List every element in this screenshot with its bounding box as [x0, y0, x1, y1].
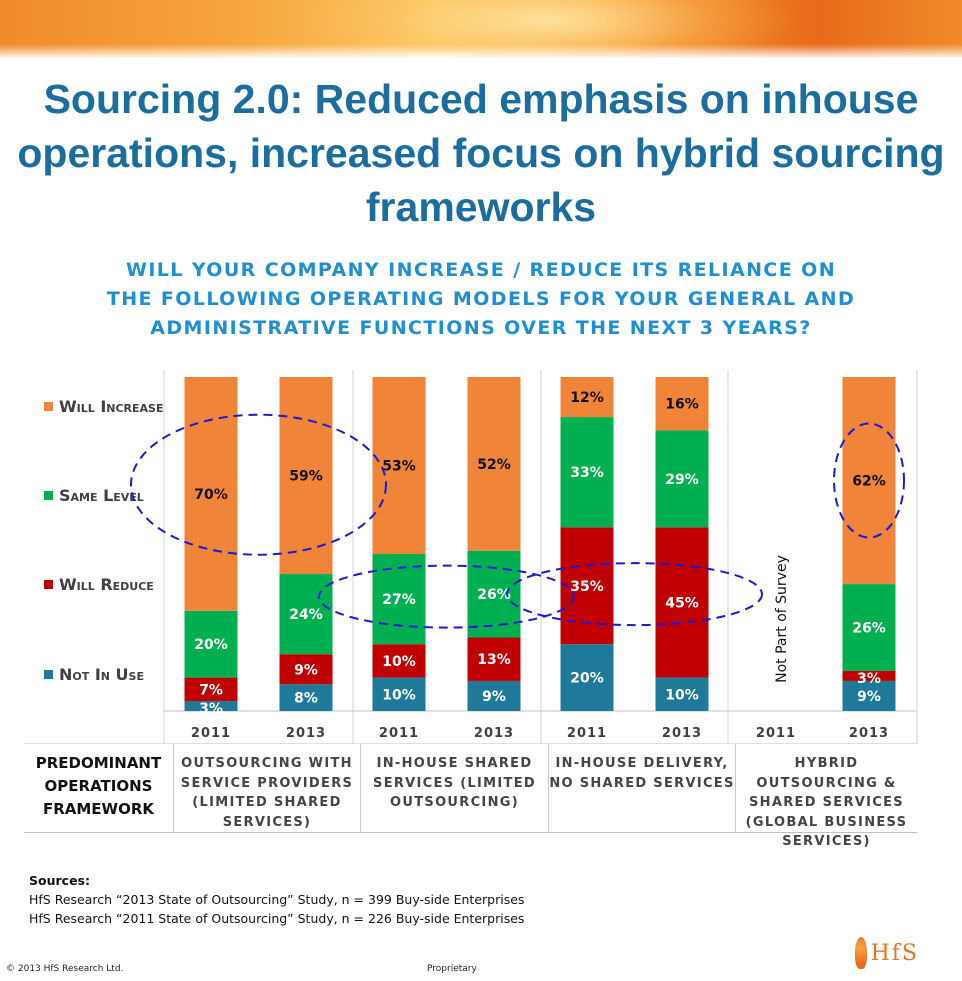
- value-label-same-level-5: 29%: [665, 472, 699, 488]
- value-label-will-reduce-7: 3%: [857, 671, 881, 687]
- value-label-will-reduce-0: 7%: [199, 682, 223, 698]
- value-label-not-in-use-5: 10%: [665, 687, 699, 703]
- year-label-6: 2011: [756, 726, 796, 741]
- legend-swatch-not-in-use: [44, 670, 53, 679]
- bar-not-in-use-4: [560, 644, 614, 711]
- source-line-2011: HfS Research “2011 State of Outsourcing”…: [29, 911, 525, 926]
- year-label-3: 2013: [474, 726, 514, 741]
- bar-same-level-7: [842, 584, 896, 671]
- value-label-will-increase-1: 59%: [289, 469, 323, 485]
- framework-table: PREDOMINANT OPERATIONS FRAMEWORK OUTSOUR…: [24, 744, 917, 849]
- value-label-not-in-use-4: 20%: [570, 671, 604, 687]
- highlight-ellipse-1: [318, 564, 575, 629]
- bar-will-increase-5: [655, 377, 709, 431]
- sources-heading: Sources:: [29, 873, 90, 888]
- bar-not-in-use-0: [184, 700, 238, 711]
- bar-will-reduce-7: [842, 670, 896, 681]
- framework-group-outsourcing: OUTSOURCING WITH SERVICE PROVIDERS (LIMI…: [173, 744, 360, 832]
- bar-not-in-use-7: [842, 680, 896, 711]
- value-label-will-increase-2: 53%: [382, 459, 416, 475]
- bar-will-reduce-5: [655, 527, 709, 678]
- bar-same-level-2: [372, 554, 426, 645]
- legend-label-same-level: Same Level: [59, 486, 144, 505]
- legend-label-will-increase: Will Increase: [59, 397, 164, 416]
- bar-not-in-use-2: [372, 677, 426, 711]
- year-label-0: 2011: [191, 726, 231, 741]
- value-label-will-reduce-2: 10%: [382, 654, 416, 670]
- source-line-2013: HfS Research “2013 State of Outsourcing”…: [29, 892, 525, 907]
- value-label-same-level-2: 27%: [382, 592, 416, 608]
- framework-group-inhouse-shared: IN-HOUSE SHARED SERVICES (LIMITED OUTSOU…: [360, 744, 548, 832]
- year-label-5: 2013: [662, 726, 702, 741]
- bar-not-in-use-3: [467, 680, 521, 711]
- legend-swatch-will-increase: [44, 402, 53, 411]
- highlight-ellipse-2: [506, 562, 763, 627]
- value-label-will-reduce-1: 9%: [294, 662, 318, 678]
- sources-block: Sources: HfS Research “2013 State of Out…: [29, 871, 524, 928]
- value-label-will-increase-7: 62%: [852, 474, 886, 490]
- bar-not-in-use-5: [655, 677, 709, 711]
- bar-will-reduce-0: [184, 677, 238, 701]
- chart-subtitle: WILL YOUR COMPANY INCREASE / REDUCE ITS …: [106, 259, 856, 339]
- bar-same-level-3: [467, 550, 521, 638]
- legend-label-will-reduce: Will Reduce: [59, 575, 154, 594]
- bar-will-increase-3: [467, 377, 521, 551]
- stacked-bar-chart: 3% 7% 20% 70% 2011 8% 9% 24% 59% 2013 10% 10% 27% 53%…: [24, 370, 918, 744]
- bar-will-increase-0: [184, 377, 238, 611]
- header-banner: [0, 0, 962, 58]
- value-label-will-increase-4: 12%: [570, 390, 604, 406]
- bar-will-reduce-1: [279, 654, 333, 685]
- value-label-will-increase-0: 70%: [194, 487, 228, 503]
- value-label-will-increase-5: 16%: [665, 397, 699, 413]
- year-label-7: 2013: [849, 726, 889, 741]
- highlight-ellipse-3: [833, 422, 905, 539]
- framework-group-hybrid: HYBRID OUTSOURCING & SHARED SERVICES (GL…: [735, 744, 917, 849]
- value-label-will-increase-3: 52%: [477, 457, 511, 473]
- value-label-will-reduce-4: 35%: [570, 579, 604, 595]
- framework-group-inhouse-delivery: IN-HOUSE DELIVERY, NO SHARED SERVICES: [548, 744, 735, 832]
- value-label-will-reduce-5: 45%: [665, 595, 699, 611]
- value-label-not-in-use-7: 9%: [857, 689, 881, 705]
- year-label-2: 2011: [379, 726, 419, 741]
- framework-header: PREDOMINANT OPERATIONS FRAMEWORK: [35, 754, 162, 818]
- bar-same-level-5: [655, 430, 709, 528]
- value-label-same-level-7: 26%: [852, 621, 886, 637]
- value-label-same-level-3: 26%: [477, 587, 511, 603]
- bar-same-level-1: [279, 574, 333, 655]
- value-label-same-level-0: 20%: [194, 637, 228, 653]
- value-label-not-in-use-0: 3%: [199, 701, 223, 717]
- classification-text: Proprietary: [427, 964, 477, 974]
- highlight-ellipse-0: [130, 413, 387, 556]
- page-title: Sourcing 2.0: Reduced emphasis on inhous…: [17, 76, 945, 230]
- value-label-not-in-use-1: 8%: [294, 691, 318, 707]
- year-label-4: 2011: [567, 726, 607, 741]
- year-label-1: 2013: [286, 726, 326, 741]
- bar-will-reduce-3: [467, 637, 521, 681]
- bar-not-in-use-1: [279, 684, 333, 711]
- hfs-logo: HfS: [855, 934, 919, 972]
- bar-will-increase-2: [372, 377, 426, 555]
- bar-will-increase-7: [842, 377, 896, 585]
- bar-same-level-4: [560, 417, 614, 528]
- legend-label-not-in-use: Not In Use: [59, 665, 144, 684]
- bar-will-increase-1: [279, 377, 333, 575]
- bar-same-level-0: [184, 610, 238, 678]
- hfs-logo-icon: [855, 937, 867, 969]
- value-label-will-reduce-3: 13%: [477, 652, 511, 668]
- bar-will-reduce-2: [372, 644, 426, 678]
- legend-swatch-will-reduce: [44, 580, 53, 589]
- hfs-logo-text: HfS: [870, 940, 919, 966]
- copyright-text: © 2013 HfS Research Ltd.: [6, 964, 124, 974]
- value-label-same-level-1: 24%: [289, 607, 323, 623]
- not-in-survey-label: Not Part of Survey: [774, 555, 790, 683]
- legend-swatch-same-level: [44, 491, 53, 500]
- value-label-same-level-4: 33%: [570, 465, 604, 481]
- value-label-not-in-use-3: 9%: [482, 689, 506, 705]
- bar-will-increase-4: [560, 377, 614, 418]
- value-label-not-in-use-2: 10%: [382, 687, 416, 703]
